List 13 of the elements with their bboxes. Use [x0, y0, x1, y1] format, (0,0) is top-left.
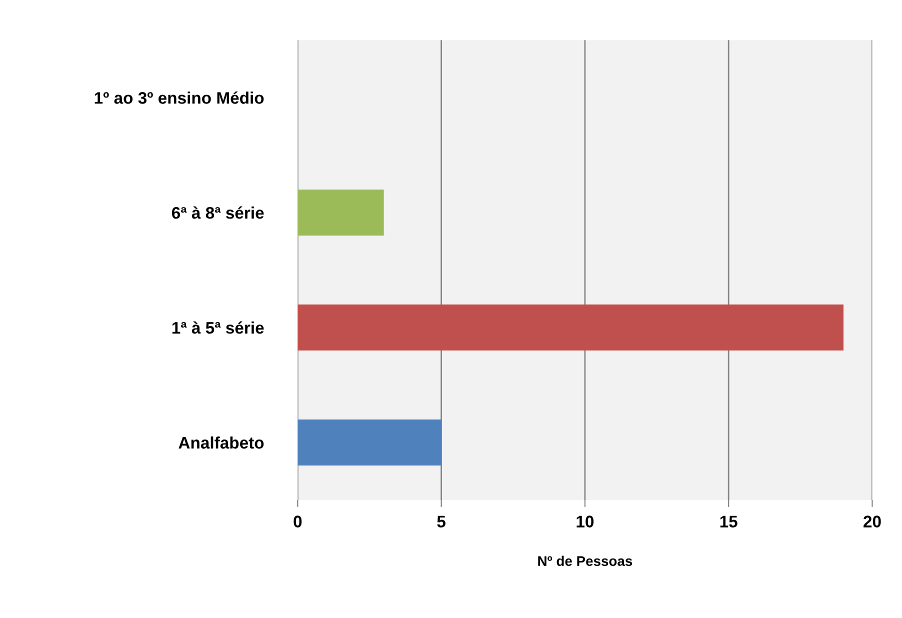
- x-axis-title: Nº de Pessoas: [538, 556, 632, 566]
- y-tick-label: 1ª à 5ª série: [172, 321, 264, 334]
- bar: [298, 304, 844, 351]
- x-tick-label: 20: [864, 516, 881, 528]
- bar: [298, 190, 384, 236]
- x-tick-label: 10: [576, 516, 594, 528]
- x-tick-label: 5: [437, 516, 446, 528]
- y-tick-label: 1º ao 3º ensino Médio: [94, 91, 264, 104]
- y-tick-label: Analfabeto: [178, 436, 264, 449]
- bar: [298, 420, 442, 466]
- y-tick-label: 6ª à 8ª série: [172, 206, 264, 219]
- x-tick-label: 15: [720, 516, 738, 528]
- x-tick-label: 0: [294, 516, 302, 528]
